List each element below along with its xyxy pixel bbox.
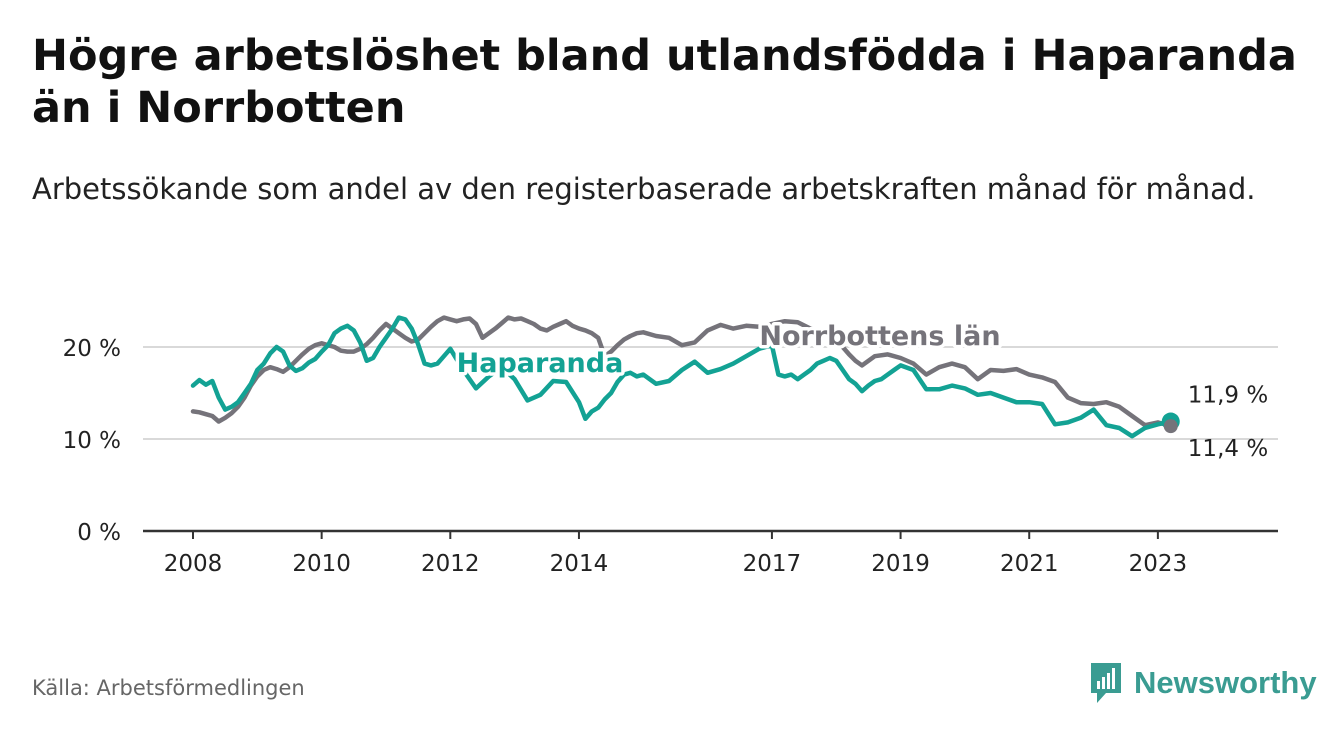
y-axis-ticks: 0 % 10 % 20 % <box>63 336 121 546</box>
end-value-haparanda: 11,9 % <box>1188 383 1268 409</box>
y-tick-label: 0 % <box>77 520 121 546</box>
end-marker-norrbotten <box>1163 419 1178 434</box>
brand-name: Newsworthy <box>1134 665 1317 700</box>
label-norrbotten: Norrbottens län <box>759 321 1000 352</box>
x-tick-label: 2008 <box>164 551 223 577</box>
series-line-haparanda <box>190 315 1173 439</box>
label-norrbotten-halo: Norrbottens län <box>759 321 1000 352</box>
chart-subtitle: Arbetssökande som andel av den registerb… <box>32 172 1256 206</box>
x-tick-label: 2019 <box>871 551 930 577</box>
series-labels: 11,9 %11,4 %HaparandaHaparandaNorrbotten… <box>453 318 1268 463</box>
y-tick-label: 10 % <box>63 428 121 454</box>
newsworthy-icon <box>1091 663 1121 703</box>
x-tick-label: 2023 <box>1129 551 1188 577</box>
y-tick-label: 20 % <box>63 336 121 362</box>
x-tick-label: 2021 <box>1000 551 1059 577</box>
x-tick-label: 2010 <box>292 551 351 577</box>
label-haparanda: Haparanda <box>457 348 624 379</box>
brand-logo: Newsworthy <box>1088 660 1317 706</box>
label-haparanda-halo: Haparanda <box>457 348 624 379</box>
x-tick-label: 2014 <box>550 551 609 577</box>
end-value-norrbotten: 11,4 % <box>1188 436 1268 462</box>
series-lines <box>190 315 1180 439</box>
series-line-norrbotten <box>190 315 1173 429</box>
chart-title: Högre arbetslöshet bland utlandsfödda i … <box>32 31 1297 133</box>
x-axis: 2008 2010 2012 2014 2017 2019 2021 2023 <box>143 529 1278 577</box>
source-note: Källa: Arbetsförmedlingen <box>32 676 305 700</box>
x-tick-label: 2017 <box>743 551 802 577</box>
x-tick-label: 2012 <box>421 551 480 577</box>
